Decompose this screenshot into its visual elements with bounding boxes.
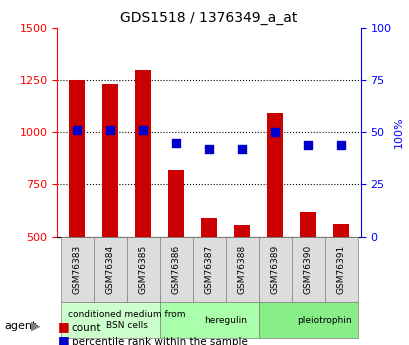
FancyBboxPatch shape — [126, 237, 159, 302]
FancyBboxPatch shape — [159, 237, 192, 302]
Text: ■: ■ — [57, 334, 69, 345]
Text: ▶: ▶ — [31, 319, 40, 333]
FancyBboxPatch shape — [324, 237, 357, 302]
Point — [205, 146, 212, 152]
FancyBboxPatch shape — [192, 237, 225, 302]
FancyBboxPatch shape — [258, 302, 357, 338]
Text: count: count — [72, 323, 101, 333]
Bar — [266, 114, 283, 237]
Bar — [167, 170, 184, 237]
Text: GSM76390: GSM76390 — [303, 245, 312, 294]
Text: GSM76391: GSM76391 — [336, 245, 345, 294]
Text: percentile rank within the sample: percentile rank within the sample — [72, 337, 247, 345]
FancyBboxPatch shape — [61, 237, 93, 302]
Text: ■: ■ — [57, 320, 69, 333]
Bar — [200, 218, 217, 237]
Y-axis label: 100%: 100% — [393, 116, 403, 148]
Title: GDS1518 / 1376349_a_at: GDS1518 / 1376349_a_at — [120, 11, 297, 25]
Text: conditioned medium from
BSN cells: conditioned medium from BSN cells — [68, 310, 185, 330]
FancyBboxPatch shape — [225, 237, 258, 302]
Point — [238, 146, 245, 152]
Point — [271, 129, 278, 135]
Text: GSM76383: GSM76383 — [72, 245, 81, 294]
Point — [139, 127, 146, 133]
Point — [107, 127, 113, 133]
Point — [74, 127, 80, 133]
Bar — [299, 212, 315, 237]
Point — [173, 140, 179, 145]
FancyBboxPatch shape — [61, 302, 159, 338]
Text: GSM76386: GSM76386 — [171, 245, 180, 294]
Text: pleiotrophin: pleiotrophin — [297, 316, 351, 325]
Text: heregulin: heregulin — [204, 316, 247, 325]
Bar — [69, 80, 85, 237]
FancyBboxPatch shape — [258, 237, 291, 302]
Text: GSM76385: GSM76385 — [138, 245, 147, 294]
Bar — [332, 224, 348, 237]
FancyBboxPatch shape — [291, 237, 324, 302]
Point — [304, 142, 310, 148]
Point — [337, 142, 344, 148]
Text: GSM76384: GSM76384 — [106, 245, 115, 294]
Text: agent: agent — [4, 321, 36, 331]
FancyBboxPatch shape — [93, 237, 126, 302]
Bar — [102, 84, 118, 237]
Bar — [233, 225, 250, 237]
Text: GSM76388: GSM76388 — [237, 245, 246, 294]
Text: GSM76389: GSM76389 — [270, 245, 279, 294]
Bar — [135, 70, 151, 237]
Text: GSM76387: GSM76387 — [204, 245, 213, 294]
FancyBboxPatch shape — [159, 302, 258, 338]
